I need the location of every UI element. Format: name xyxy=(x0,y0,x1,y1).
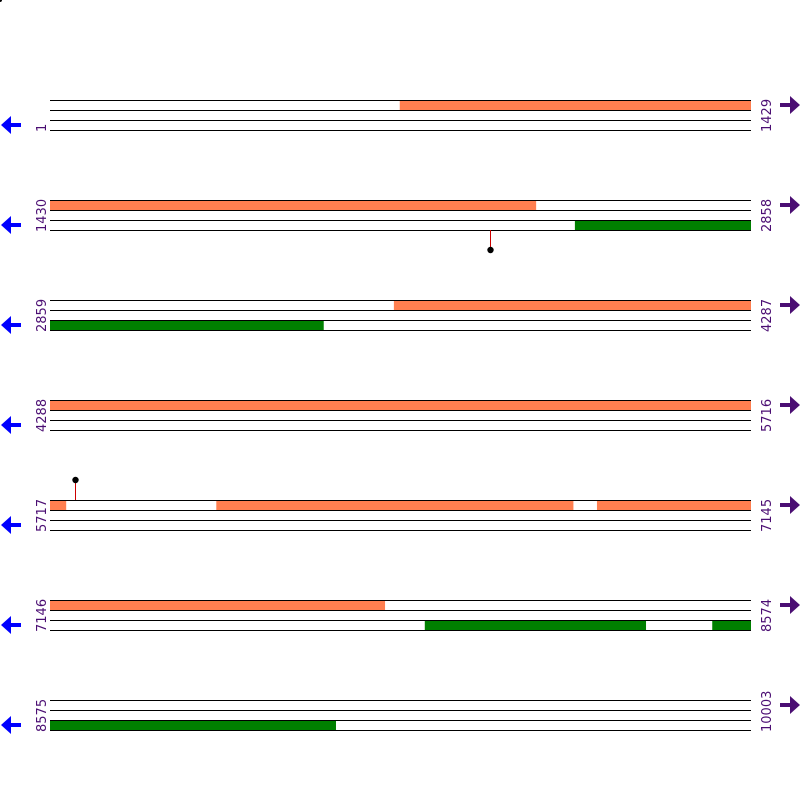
sequence-row: 2859 4287 xyxy=(1,296,800,334)
sequence-row: 1430 2858 xyxy=(1,196,800,254)
forward-feature-bar xyxy=(50,600,386,610)
forward-feature-bar xyxy=(216,500,574,510)
forward-arrow-icon xyxy=(780,496,800,514)
forward-feature-bar xyxy=(50,500,67,510)
forward-arrow-icon xyxy=(780,596,800,614)
forward-arrow-icon xyxy=(780,696,800,714)
reverse-feature-bar xyxy=(574,220,751,230)
corner-dot xyxy=(0,0,2,2)
forward-feature-bar xyxy=(50,400,751,410)
row-end-label: 7145 xyxy=(760,499,775,532)
forward-arrow-icon xyxy=(780,396,800,414)
reverse-arrow-icon xyxy=(1,216,21,234)
forward-arrow-icon xyxy=(780,196,800,214)
forward-feature-bar xyxy=(393,300,751,310)
row-end-label: 5716 xyxy=(760,399,775,432)
forward-arrow-icon xyxy=(780,296,800,314)
reverse-feature-bar xyxy=(712,620,751,630)
forward-feature-bar xyxy=(399,100,751,110)
row-end-label: 2858 xyxy=(760,199,775,232)
row-start-label: 1430 xyxy=(35,199,50,232)
row-start-label: 7146 xyxy=(35,599,50,632)
sequence-row: 4288 5716 xyxy=(1,396,800,434)
reverse-feature-bar xyxy=(50,720,336,730)
row-end-label: 8574 xyxy=(760,599,775,632)
sequence-row: 7146 8574 xyxy=(1,596,800,634)
reverse-arrow-icon xyxy=(1,316,21,334)
forward-feature-bar xyxy=(50,200,537,210)
forward-feature-bar xyxy=(596,500,751,510)
reverse-arrow-icon xyxy=(1,716,21,734)
row-end-label: 1429 xyxy=(760,99,775,132)
row-start-label: 8575 xyxy=(35,699,50,732)
sequence-row: 8575 10003 xyxy=(1,691,800,734)
forward-arrow-icon xyxy=(780,96,800,114)
row-start-label: 4288 xyxy=(35,399,50,432)
reverse-arrow-icon xyxy=(1,616,21,634)
row-end-label: 4287 xyxy=(760,299,775,332)
row-end-label: 10003 xyxy=(760,691,775,732)
reverse-arrow-icon xyxy=(1,116,21,134)
row-start-label: 1 xyxy=(35,124,50,132)
row-start-label: 5717 xyxy=(35,499,50,532)
marker-head xyxy=(72,476,79,484)
sequence-row: 5717 7145 xyxy=(1,476,800,534)
sequence-row: 1 1429 xyxy=(1,96,800,134)
reverse-feature-bar xyxy=(50,320,324,330)
marker-head xyxy=(487,246,494,254)
row-start-label: 2859 xyxy=(35,299,50,332)
reverse-arrow-icon xyxy=(1,416,21,434)
reverse-feature-bar xyxy=(424,620,647,630)
reverse-arrow-icon xyxy=(1,516,21,534)
